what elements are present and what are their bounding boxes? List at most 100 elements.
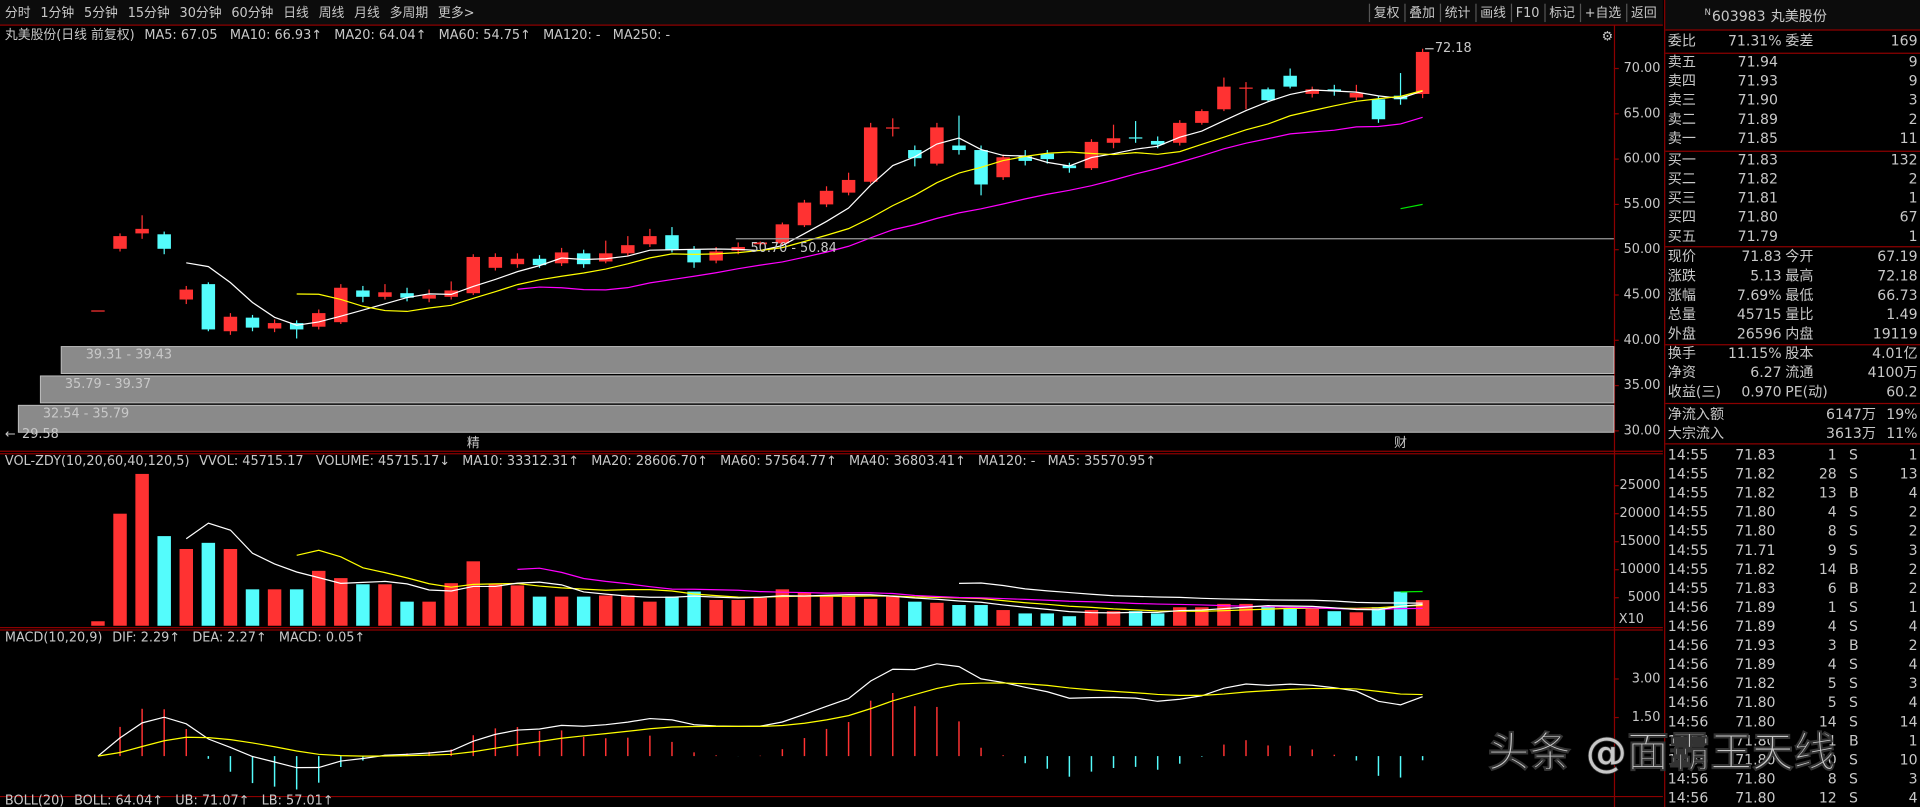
toolbar-button[interactable]: 叠加 <box>1409 6 1435 21</box>
volume-bar <box>996 610 1010 626</box>
value: 45715 <box>1737 307 1782 323</box>
y-tick-label: 30.00 <box>1624 423 1661 438</box>
volume-bar <box>488 584 503 626</box>
trade-count: 14 <box>1900 714 1918 730</box>
period-tab[interactable]: 周线 <box>319 6 345 21</box>
trade-side: B <box>1849 733 1859 749</box>
value: 60.2 <box>1886 385 1917 401</box>
y-tick-label: 25000 <box>1620 478 1661 493</box>
toolbar-button[interactable]: 返回 <box>1631 6 1657 21</box>
trade-price: 71.80 <box>1735 524 1775 540</box>
candle-body <box>135 228 149 234</box>
period-tab[interactable]: 分时 <box>5 6 31 21</box>
volume-bar <box>289 589 304 626</box>
trade-price: 71.93 <box>1735 638 1775 654</box>
volume-bar <box>797 592 812 626</box>
order-price: 71.82 <box>1738 172 1778 188</box>
panel-title: 丸美股份(日线 前复权) <box>5 27 135 43</box>
volume-bar <box>886 596 900 626</box>
trade-count: 2 <box>1909 638 1918 654</box>
period-tab[interactable]: 日线 <box>283 6 309 21</box>
toolbar-button[interactable]: 画线 <box>1480 6 1506 21</box>
candle-body <box>1371 99 1386 120</box>
trade-count: 1 <box>1909 600 1918 616</box>
volume-bar <box>1217 603 1231 626</box>
toolbar-button[interactable]: 复权 <box>1374 5 1400 21</box>
order-price: 71.83 <box>1738 152 1778 168</box>
settings-icon[interactable]: ⚙ <box>1602 29 1614 44</box>
candle-body <box>1217 86 1231 110</box>
value: 71.31% <box>1728 34 1782 50</box>
trade-time: 14:56 <box>1668 657 1709 673</box>
trade-side: S <box>1849 448 1858 464</box>
candle-body <box>753 242 768 245</box>
candle-body <box>1261 89 1275 101</box>
label: 今开 <box>1785 249 1813 265</box>
indicator-value: MA20: 64.04↑ <box>334 28 426 43</box>
annotation-label: 50.70 - 50.84 <box>750 241 836 256</box>
trade-volume: 5 <box>1828 676 1837 692</box>
candle-body <box>599 253 613 262</box>
trade-price: 71.89 <box>1735 600 1775 616</box>
period-tab[interactable]: 1分钟 <box>40 5 74 21</box>
event-marker[interactable]: 财 <box>1394 436 1407 451</box>
value: 6147万 <box>1826 407 1876 423</box>
period-tab[interactable]: 更多> <box>438 6 474 21</box>
toolbar-button[interactable]: 统计 <box>1445 6 1471 21</box>
trade-price: 71.83 <box>1735 448 1775 464</box>
trade-volume: 14 <box>1819 562 1837 578</box>
volume-bar <box>753 597 768 626</box>
volume-bar <box>356 584 370 626</box>
label: 外盘 <box>1668 326 1696 343</box>
volume-ma-line <box>296 549 1423 612</box>
toolbar-button[interactable]: F10 <box>1516 6 1540 21</box>
label: 流通 <box>1785 365 1813 381</box>
value: 6.27 <box>1750 365 1781 381</box>
period-tab[interactable]: 5分钟 <box>84 5 118 21</box>
candle-body <box>908 150 922 159</box>
dea-line <box>97 682 1423 757</box>
trade-volume: 4 <box>1828 619 1837 635</box>
trade-volume: 28 <box>1819 467 1837 483</box>
period-tab[interactable]: 30分钟 <box>180 5 222 21</box>
volume-bar <box>113 513 127 626</box>
period-tab[interactable]: 月线 <box>354 6 380 21</box>
candle-body <box>510 258 525 265</box>
trade-time: 14:55 <box>1668 543 1709 559</box>
range-label: 39.31 - 39.43 <box>86 348 172 363</box>
toolbar-button[interactable]: +自选 <box>1585 6 1622 21</box>
trade-count: 3 <box>1909 676 1918 692</box>
order-level: 买五 <box>1668 229 1696 245</box>
trade-time: 14:56 <box>1668 771 1709 787</box>
volume-bar <box>1018 613 1032 626</box>
label: PE(动) <box>1785 385 1827 401</box>
volume-bar <box>775 589 790 626</box>
y-tick-label: 20000 <box>1620 506 1661 521</box>
period-tab[interactable]: 60分钟 <box>231 5 273 21</box>
volume-bar <box>731 599 745 626</box>
period-tab[interactable]: 15分钟 <box>128 5 170 21</box>
volume-bar <box>1040 613 1055 626</box>
value: 19% <box>1886 407 1917 423</box>
candle-body <box>312 313 326 327</box>
period-tab[interactable]: 多周期 <box>390 6 429 21</box>
order-volume: 11 <box>1900 131 1918 147</box>
trade-price: 71.82 <box>1735 486 1775 502</box>
y-tick-label: 65.00 <box>1624 106 1661 121</box>
volume-bar <box>1305 608 1319 626</box>
candle-body <box>223 316 238 332</box>
candle-body <box>113 236 127 249</box>
trade-price: 71.82 <box>1735 467 1775 483</box>
event-marker[interactable]: 精 <box>467 436 480 451</box>
candle-body <box>1239 87 1253 89</box>
order-level: 卖五 <box>1668 54 1696 70</box>
candle-body <box>400 293 414 298</box>
watermark: 头条 @面霸王天线 <box>1488 728 1835 777</box>
order-level: 买四 <box>1668 210 1696 226</box>
candle-body <box>621 245 635 254</box>
y-tick-label: 15000 <box>1620 534 1661 549</box>
volume-bar <box>466 561 481 626</box>
toolbar-button[interactable]: 标记 <box>1549 6 1575 21</box>
trade-time: 14:55 <box>1668 562 1709 578</box>
candle-body <box>643 236 657 245</box>
